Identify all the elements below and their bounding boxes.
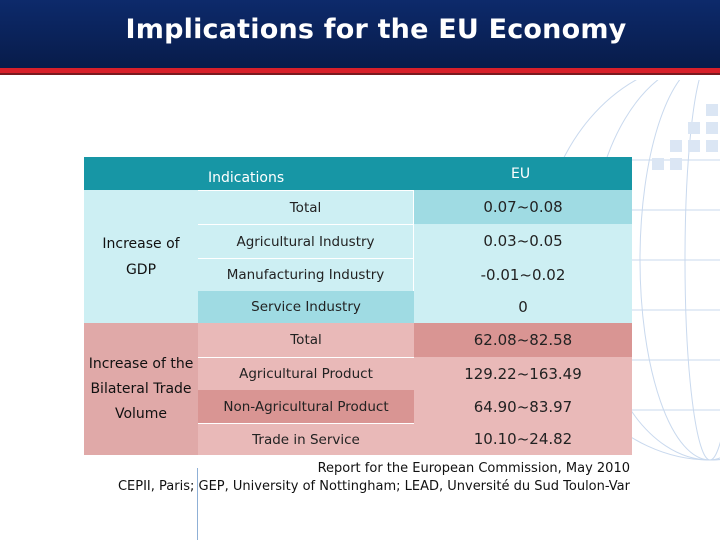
trade-group-label-line1: Increase of the [88, 355, 194, 372]
gdp-group-label: Increase of GDP [84, 190, 198, 323]
trade-row-label: Total [198, 323, 414, 357]
source-line-2: CEPII, Paris; GEP, University of Notting… [117, 479, 630, 494]
trade-group-label-line3: Volume [114, 405, 168, 422]
source-citation: Report for the European Commission, May … [84, 460, 630, 496]
divider-line [197, 468, 198, 540]
trade-row-label: Trade in Service [198, 423, 414, 455]
gdp-group-label-line2: GDP [125, 261, 157, 278]
gdp-row-label: Manufacturing Industry [198, 258, 414, 291]
source-line-1: Report for the European Commission, May … [317, 461, 630, 476]
gdp-row-label: Total [198, 190, 414, 224]
gdp-row-value: 0.07~0.08 [414, 190, 632, 224]
title-stripe-shadow [0, 73, 720, 75]
gdp-row-label: Service Industry [198, 291, 414, 323]
trade-group-label-line2: Bilateral Trade [90, 380, 192, 397]
header-indications: Indications [84, 157, 414, 190]
trade-group-label: Increase of the Bilateral Trade Volume [84, 323, 198, 455]
trade-row-value: 62.08~82.58 [414, 323, 632, 357]
gdp-group-label-line1: Increase of [102, 235, 180, 252]
gdp-row-label: Agricultural Industry [198, 224, 414, 258]
header-eu-label: EU [511, 166, 531, 182]
gdp-row-value: -0.01~0.02 [414, 258, 632, 291]
gdp-row-value: 0.03~0.05 [414, 224, 632, 258]
trade-row-value: 10.10~24.82 [414, 423, 632, 455]
slide-title: Implications for the EU Economy [125, 14, 627, 45]
title-bar [0, 0, 720, 68]
trade-row-label: Non-Agricultural Product [198, 390, 414, 423]
header-indications-label: Indications [208, 170, 285, 186]
trade-row-value: 129.22~163.49 [414, 357, 632, 390]
trade-row-label: Agricultural Product [198, 357, 414, 390]
trade-row-value: 64.90~83.97 [414, 390, 632, 423]
gdp-row-value: 0 [414, 291, 632, 323]
header-eu: EU [414, 157, 632, 190]
title-stripe [0, 68, 720, 73]
